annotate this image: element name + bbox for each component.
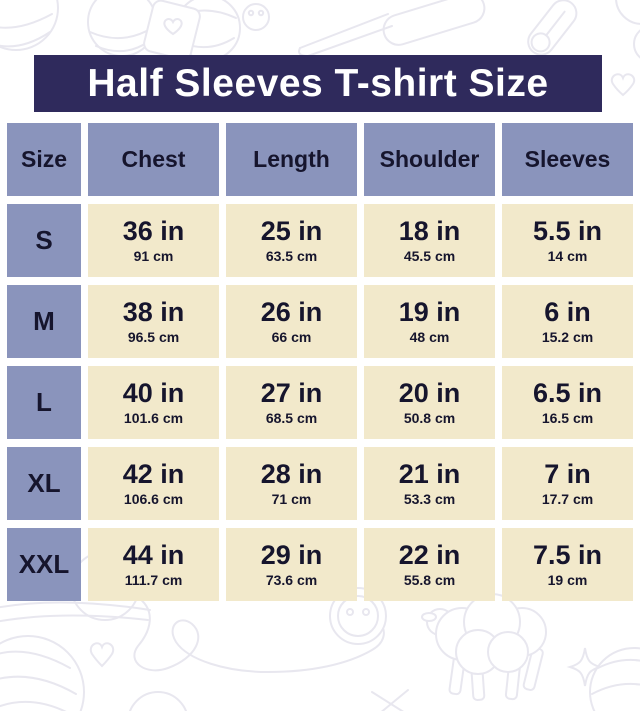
cm-value: 48 cm: [409, 328, 450, 345]
button-icon: [329, 587, 387, 645]
size-table: Size Chest Length Shoulder Sleeves S 36 …: [7, 123, 633, 601]
crochet-hook-icon: [0, 601, 151, 623]
measurement-cell: 6.5 in 16.5 cm: [502, 366, 633, 439]
measurement-cell: 38 in 96.5 cm: [88, 285, 219, 358]
cm-value: 73.6 cm: [265, 571, 318, 588]
inch-value: 19 in: [398, 297, 461, 328]
yarn-ball-icon: [615, 0, 640, 59]
measurement-cell: 25 in 63.5 cm: [226, 204, 357, 277]
yarn-ball-icon: [589, 647, 640, 711]
measurement-cell: 26 in 66 cm: [226, 285, 357, 358]
cm-value: 111.7 cm: [124, 571, 183, 588]
measurement-cell: 22 in 55.8 cm: [364, 528, 495, 601]
heart-icon: [89, 642, 115, 668]
inch-value: 18 in: [398, 216, 461, 247]
inch-value: 25 in: [260, 216, 323, 247]
header-cell-length: Length: [226, 123, 357, 196]
inch-value: 38 in: [122, 297, 185, 328]
inch-value: 36 in: [122, 216, 185, 247]
inch-value: 26 in: [260, 297, 323, 328]
measurement-cell: 27 in 68.5 cm: [226, 366, 357, 439]
safety-pin-icon: [527, 0, 578, 56]
size-cell: XXL: [7, 528, 81, 601]
cm-value: 71 cm: [271, 490, 312, 507]
measurement-cell: 40 in 101.6 cm: [88, 366, 219, 439]
inch-value: 21 in: [398, 459, 461, 490]
cm-value: 55.8 cm: [403, 571, 456, 588]
cm-value: 63.5 cm: [265, 247, 318, 264]
cm-value: 53.3 cm: [403, 490, 456, 507]
inch-value: 42 in: [122, 459, 185, 490]
measurement-cell: 18 in 45.5 cm: [364, 204, 495, 277]
yarn-ball-icon: [0, 0, 59, 51]
cm-value: 45.5 cm: [403, 247, 456, 264]
inch-value: 20 in: [398, 378, 461, 409]
yarn-skein-icon: [87, 0, 241, 61]
measurement-cell: 5.5 in 14 cm: [502, 204, 633, 277]
measurement-cell: 29 in 73.6 cm: [226, 528, 357, 601]
measurement-cell: 28 in 71 cm: [226, 447, 357, 520]
measurement-cell: 7.5 in 19 cm: [502, 528, 633, 601]
inch-value: 6.5 in: [532, 378, 603, 409]
measurement-cell: 36 in 91 cm: [88, 204, 219, 277]
button-icon: [242, 3, 270, 31]
inch-value: 5.5 in: [532, 216, 603, 247]
cm-value: 15.2 cm: [541, 328, 594, 345]
inch-value: 7.5 in: [532, 540, 603, 571]
cm-value: 17.7 cm: [541, 490, 594, 507]
measurement-cell: 7 in 17.7 cm: [502, 447, 633, 520]
heart-icon: [610, 73, 636, 97]
page-title: Half Sleeves T-shirt Size: [34, 55, 602, 112]
inch-value: 40 in: [122, 378, 185, 409]
measurement-cell: 21 in 53.3 cm: [364, 447, 495, 520]
sheep-icon: [421, 593, 547, 702]
header-cell-shoulder: Shoulder: [364, 123, 495, 196]
inch-value: 28 in: [260, 459, 323, 490]
sparkle-icon: [566, 647, 604, 687]
inch-value: 7 in: [544, 459, 591, 490]
yarn-ball-icon: [0, 635, 85, 711]
measurement-cell: 20 in 50.8 cm: [364, 366, 495, 439]
measurement-cell: 6 in 15.2 cm: [502, 285, 633, 358]
size-cell: S: [7, 204, 81, 277]
cm-value: 50.8 cm: [403, 409, 456, 426]
size-cell: M: [7, 285, 81, 358]
cm-value: 66 cm: [271, 328, 312, 345]
cm-value: 101.6 cm: [123, 409, 184, 426]
cm-value: 96.5 cm: [127, 328, 180, 345]
header-cell-sleeves: Sleeves: [502, 123, 633, 196]
cm-value: 14 cm: [547, 247, 588, 264]
size-cell: L: [7, 366, 81, 439]
stitch-icon: [371, 689, 409, 711]
crochet-hook-icon: [298, 0, 486, 58]
inch-value: 6 in: [544, 297, 591, 328]
cm-value: 19 cm: [547, 571, 588, 588]
measurement-cell: 42 in 106.6 cm: [88, 447, 219, 520]
cm-value: 91 cm: [133, 247, 174, 264]
size-cell: XL: [7, 447, 81, 520]
cm-value: 16.5 cm: [541, 409, 594, 426]
header-cell-size: Size: [7, 123, 81, 196]
header-cell-chest: Chest: [88, 123, 219, 196]
cm-value: 106.6 cm: [123, 490, 184, 507]
inch-value: 29 in: [260, 540, 323, 571]
cm-value: 68.5 cm: [265, 409, 318, 426]
inch-value: 44 in: [122, 540, 185, 571]
inch-value: 22 in: [398, 540, 461, 571]
yarn-ball-icon: [129, 691, 187, 711]
inch-value: 27 in: [260, 378, 323, 409]
measurement-cell: 44 in 111.7 cm: [88, 528, 219, 601]
measurement-cell: 19 in 48 cm: [364, 285, 495, 358]
